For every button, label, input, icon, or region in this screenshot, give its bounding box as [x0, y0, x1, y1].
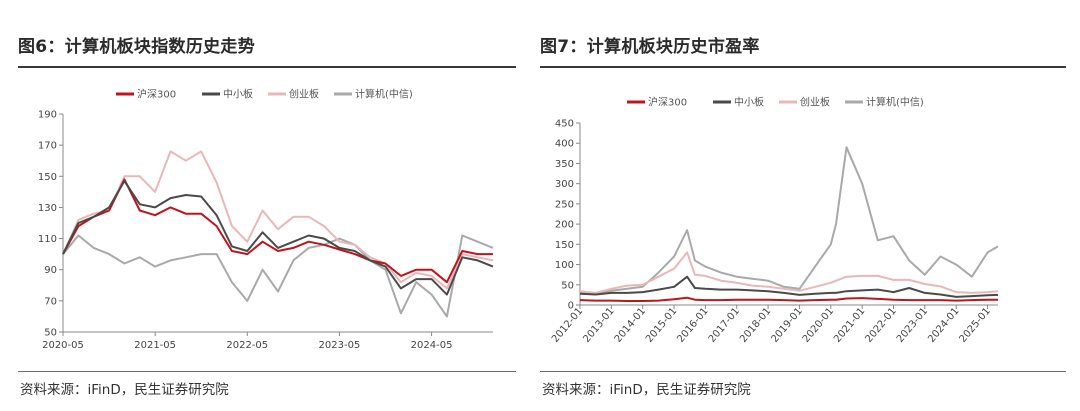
- source-rule: [18, 371, 516, 372]
- y-tick-label: 400: [555, 139, 574, 150]
- x-tick-label: 2016-01: [675, 306, 710, 345]
- legend-item-series-3: 计算机(中信): [334, 88, 413, 101]
- legend-item-series-3: 计算机(中信): [845, 96, 924, 109]
- x-tick-label: 2013-01: [581, 306, 616, 345]
- x-tick-label: 2025-01: [958, 306, 993, 345]
- y-tick-label: 350: [555, 159, 574, 170]
- y-tick-label: 110: [38, 234, 57, 245]
- figure-7-panel: 图7：计算机板块历史市盈率 0 50 100 150 200 250 300 350 400 45…: [540, 0, 1066, 411]
- series-line-series-3: [579, 146, 999, 295]
- y-tick-label: 70: [44, 296, 57, 307]
- y-tick-label: 130: [38, 203, 57, 214]
- series-line-300-0: [579, 296, 998, 302]
- legend-label: 沪深300: [137, 88, 176, 101]
- series-line-300-0: [62, 178, 493, 284]
- x-tick-label: 2021-05: [134, 340, 176, 351]
- legend-label: 计算机(中信): [866, 96, 924, 109]
- source-rule: [540, 371, 1066, 372]
- legend-label: 沪深300: [648, 96, 687, 109]
- index-history-chart: 50 70 90 110 130 150 170 190 2020-05 2021-05 2022-…: [38, 88, 494, 351]
- title-rule: [18, 66, 516, 68]
- legend-item-300-0: 沪深300: [627, 96, 687, 109]
- figure-6-panel: 图6：计算机板块指数历史走势 50 70 90 110 130 150 170 190 2020…: [18, 0, 516, 411]
- y-tick-label: 150: [38, 172, 57, 183]
- y-tick-label: 50: [561, 280, 574, 291]
- source-note: 资料来源：iFinD，民生证券研究院: [542, 382, 751, 398]
- y-tick-label: 450: [555, 119, 574, 130]
- series-line-series-3: [62, 234, 494, 318]
- legend-label: 创业板: [289, 88, 319, 101]
- x-tick-label: 2020-05: [42, 340, 84, 351]
- x-tick-label: 2019-01: [769, 306, 804, 345]
- y-tick-label: 190: [38, 110, 57, 121]
- source-note: 资料来源：iFinD，民生证券研究院: [20, 382, 229, 398]
- series-line-series-1: [62, 180, 494, 296]
- y-tick-label: 250: [555, 199, 574, 210]
- x-tick-label: 2024-01: [926, 306, 961, 345]
- x-tick-label: 2021-01: [832, 306, 867, 345]
- y-tick-label: 100: [555, 260, 574, 271]
- y-tick-label: 0: [568, 301, 574, 312]
- legend-label: 中小板: [223, 88, 253, 101]
- x-tick-label: 2023-05: [319, 340, 361, 351]
- y-tick-label: 170: [38, 141, 57, 152]
- y-tick-label: 150: [555, 240, 574, 251]
- x-tick-label: 2017-01: [707, 306, 742, 345]
- y-tick-label: 90: [44, 265, 57, 276]
- legend-item-series-2: 创业板: [779, 96, 830, 109]
- legend-label: 创业板: [800, 96, 830, 109]
- legend-item-series-2: 创业板: [268, 88, 319, 101]
- y-tick-label: 200: [555, 220, 574, 231]
- x-tick-label: 2018-01: [738, 306, 773, 345]
- legend-item-series-1: 中小板: [202, 88, 253, 101]
- x-tick-label: 2014-01: [613, 306, 648, 345]
- pe-history-chart: 0 50 100 150 200 250 300 350 400 450 2012-012013-0…: [550, 96, 999, 345]
- y-tick-label: 300: [555, 179, 574, 190]
- x-tick-label: 2022-01: [864, 306, 899, 345]
- x-tick-label: 2022-05: [226, 340, 268, 351]
- figure-title: 图6：计算机板块指数历史走势: [18, 37, 256, 57]
- x-tick-label: 2012-01: [550, 306, 585, 345]
- legend-label: 中小板: [734, 96, 764, 109]
- legend-item-series-1: 中小板: [713, 96, 764, 109]
- figure-title: 图7：计算机板块历史市盈率: [540, 37, 760, 57]
- x-tick-label: 2020-01: [801, 306, 836, 345]
- x-tick-label: 2015-01: [644, 306, 679, 345]
- x-tick-label: 2024-05: [411, 340, 453, 351]
- title-rule: [540, 66, 1066, 68]
- y-tick-label: 50: [44, 328, 57, 339]
- series-line-series-2: [62, 150, 494, 290]
- legend-item-300-0: 沪深300: [116, 88, 176, 101]
- legend-label: 计算机(中信): [355, 88, 413, 101]
- series-line-series-2: [579, 251, 999, 294]
- series-line-series-1: [579, 275, 999, 298]
- x-tick-label: 2023-01: [895, 306, 930, 345]
